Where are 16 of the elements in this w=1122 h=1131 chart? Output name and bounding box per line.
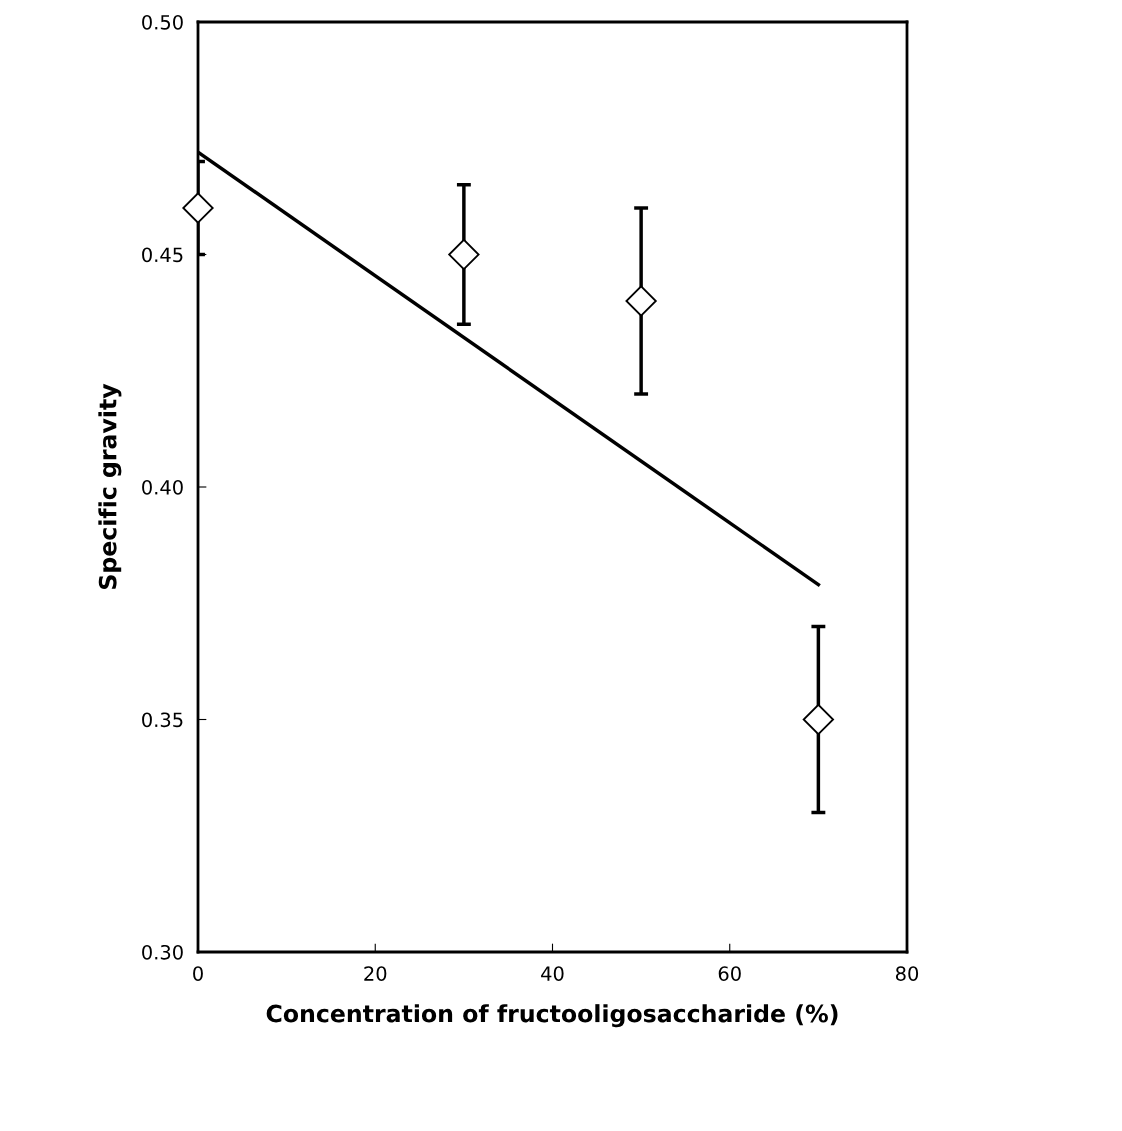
y-tick-label: 0.40 xyxy=(142,479,183,495)
y-tick-label: 0.35 xyxy=(142,712,183,728)
y-tick-label: 0.30 xyxy=(142,944,183,960)
x-tick-label: 60 xyxy=(718,966,741,981)
point xyxy=(448,238,480,271)
x-tick-label: 0 xyxy=(193,966,203,981)
x-axis-title: Concentration of fructooligosaccharide (%) xyxy=(266,1004,838,1028)
y-tick-label: 0.45 xyxy=(142,247,183,263)
point xyxy=(182,192,214,224)
x-tick-label: 20 xyxy=(364,966,387,981)
point xyxy=(802,703,835,736)
x-tick-label: 40 xyxy=(541,966,564,981)
x-tick-label: 80 xyxy=(895,966,919,981)
y-axis-title: Specific gravity xyxy=(98,383,122,589)
y-tick-label: 0.50 xyxy=(142,14,183,30)
point xyxy=(625,285,657,317)
